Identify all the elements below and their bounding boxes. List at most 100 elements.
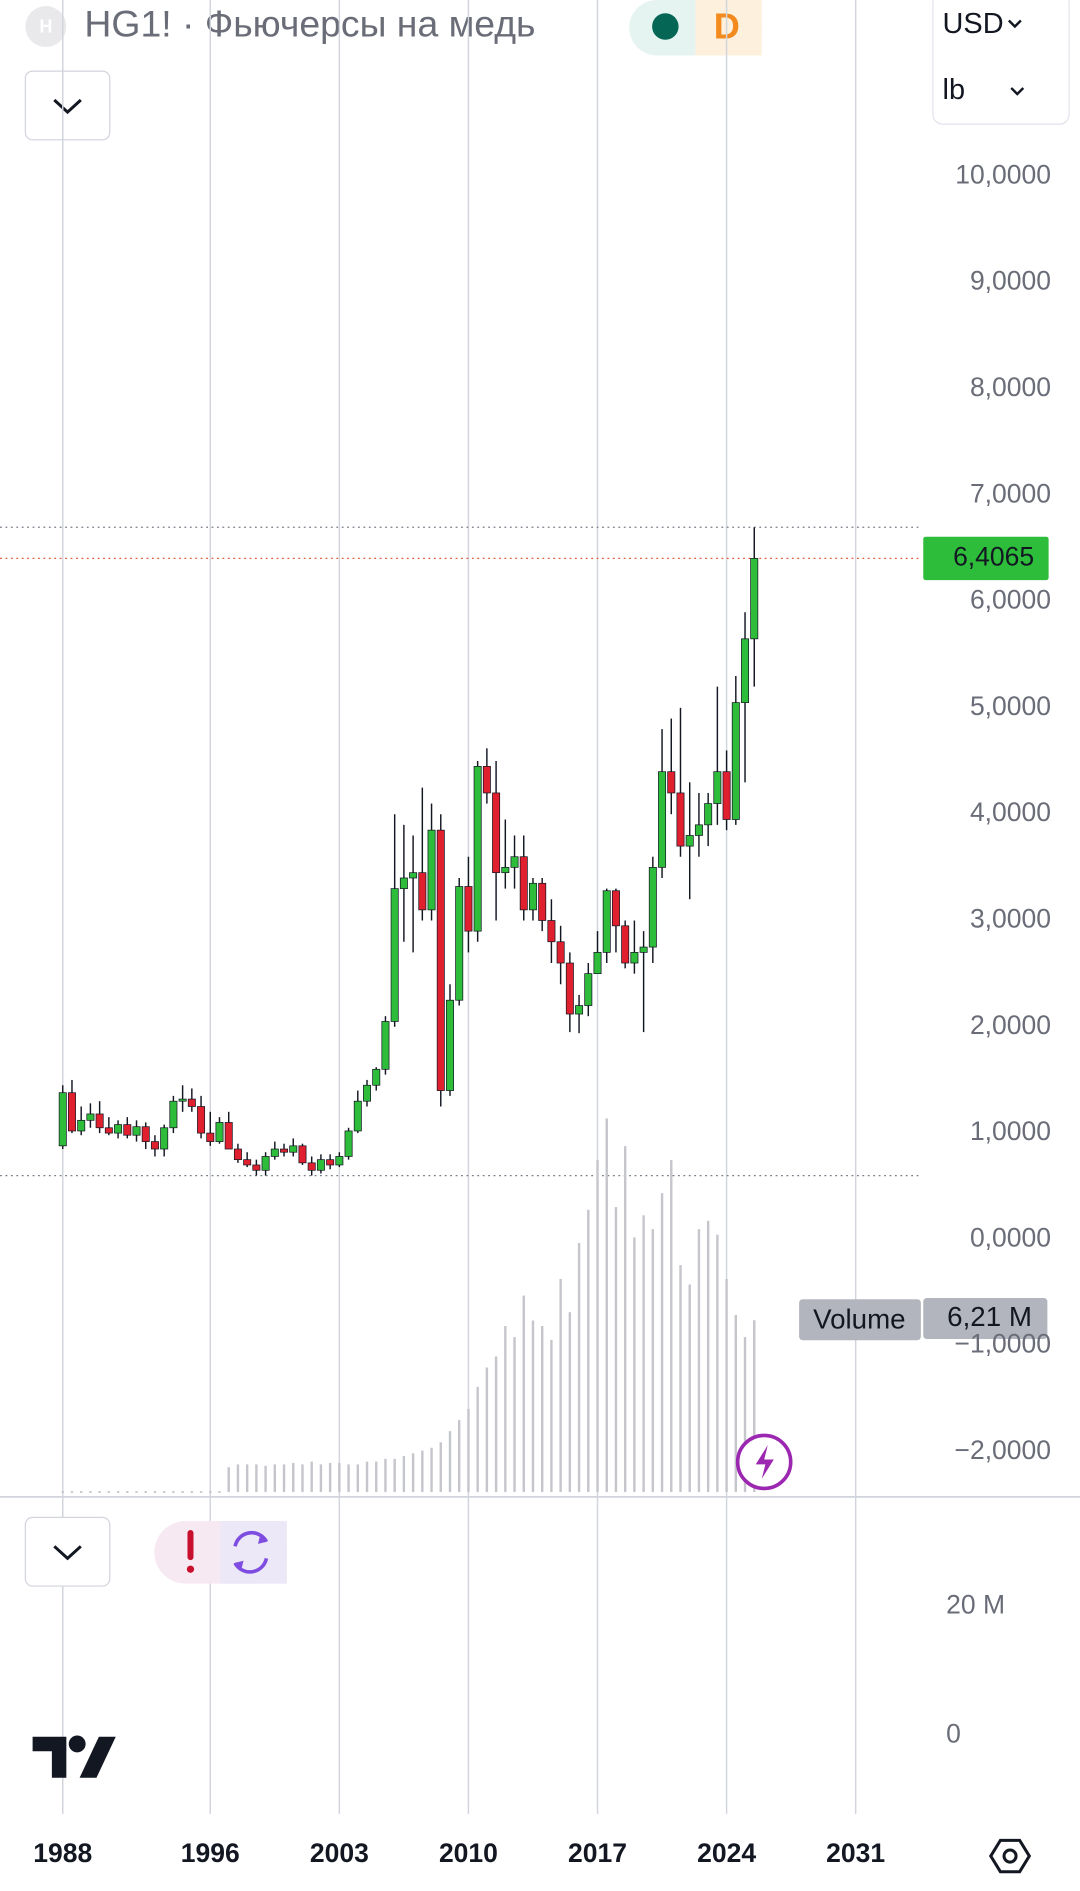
y-tick-label: 7,0000 <box>970 478 1051 508</box>
volume-bar <box>623 1146 627 1493</box>
x-tick-label: 2017 <box>568 1838 627 1868</box>
candle-body <box>114 1124 123 1134</box>
candle-body <box>492 792 501 874</box>
volume-bar <box>504 1326 507 1493</box>
candle-body <box>169 1100 178 1129</box>
volume-bar <box>734 1314 738 1493</box>
volume-bar <box>384 1458 387 1493</box>
candle-body <box>556 941 565 964</box>
volume-bar <box>605 1118 608 1493</box>
collapse-button[interactable] <box>24 1516 111 1587</box>
candle-body <box>482 766 491 794</box>
symbol-title[interactable]: HG1! · Фьючерсы на медь <box>84 2 535 44</box>
volume-bar <box>614 1207 618 1493</box>
candle-body <box>326 1159 335 1166</box>
collapse-button[interactable] <box>24 70 111 141</box>
volume-bar <box>338 1463 341 1493</box>
y-tick-label: 6,0000 <box>970 585 1051 615</box>
refresh-arrows <box>233 1534 268 1571</box>
candle-body <box>409 872 418 879</box>
candle-body <box>67 1092 76 1132</box>
candle-body <box>648 866 657 948</box>
volume-legend <box>799 1299 921 1341</box>
candle-body <box>316 1159 325 1171</box>
x-tick-label: 2024 <box>697 1838 756 1868</box>
volume-bar <box>476 1386 479 1493</box>
candle-body <box>676 792 685 847</box>
candle-body <box>722 771 731 820</box>
candle-body <box>390 888 399 1022</box>
plot <box>58 527 759 1493</box>
candle-body <box>178 1098 187 1102</box>
volume-bar <box>559 1278 562 1493</box>
volume-last-label: 6,21 M <box>947 1301 1032 1332</box>
last-price-label: 6,4065 <box>953 541 1034 571</box>
volume-bar <box>743 1337 747 1493</box>
volume-bar <box>282 1464 286 1493</box>
settings-button[interactable] <box>988 1838 1032 1874</box>
candle-body <box>363 1084 371 1102</box>
candle-body <box>713 771 722 804</box>
volume-legend-name: Volume <box>813 1303 905 1334</box>
tv-logo[interactable] <box>32 1736 67 1778</box>
candle-body <box>252 1164 261 1171</box>
y-tick-label: 1,0000 <box>970 1116 1051 1146</box>
y-tick-label: 8,0000 <box>970 372 1051 402</box>
candle-body <box>667 771 676 794</box>
candle-body <box>446 999 454 1091</box>
y-tick-label: −1,0000 <box>954 1329 1051 1359</box>
y-tick-label: 4,0000 <box>970 797 1051 827</box>
volume-bar <box>596 1159 599 1493</box>
volume-bar <box>697 1229 701 1493</box>
y-tick-label: 10,0000 <box>955 159 1051 189</box>
candle-body <box>510 856 519 868</box>
volume-tick-label: 20 M <box>946 1590 1005 1620</box>
unit-selector <box>932 0 1070 125</box>
candle-body <box>547 920 556 943</box>
volume-bar <box>531 1320 535 1493</box>
candle-body <box>741 638 750 703</box>
lightning-icon <box>755 1445 774 1479</box>
candle-body <box>224 1122 233 1150</box>
candle-body <box>538 882 547 921</box>
candle-body <box>584 973 593 1006</box>
candle-body <box>372 1068 381 1086</box>
symbol-logo[interactable] <box>25 6 67 48</box>
y-tick-label: 9,0000 <box>970 266 1051 296</box>
currency-selector[interactable]: USD <box>943 8 1004 40</box>
settings-icon-center <box>1002 1848 1018 1864</box>
volume-bar <box>706 1220 710 1493</box>
y-tick-label: 0,0000 <box>970 1222 1051 1252</box>
volume-bar <box>633 1237 636 1493</box>
volume-bar <box>688 1284 691 1493</box>
y-tick-label: 5,0000 <box>970 691 1051 721</box>
candle-body <box>501 866 510 874</box>
candle-body <box>602 890 611 953</box>
candle-body <box>298 1145 307 1164</box>
candle-body <box>197 1106 206 1134</box>
y-tick-label: 3,0000 <box>970 903 1051 933</box>
tv-logo-dot <box>68 1735 86 1753</box>
volume-bar <box>651 1229 655 1493</box>
volume-bar <box>494 1356 498 1493</box>
candle-body <box>611 890 620 927</box>
x-tick-label: 2003 <box>310 1838 369 1868</box>
candle-body <box>639 946 648 953</box>
unit-selector-value[interactable]: lb <box>943 74 966 106</box>
x-tick-label: 1988 <box>33 1838 92 1868</box>
status-pill-end <box>695 0 762 56</box>
volume-bar <box>236 1464 240 1493</box>
volume-bar <box>513 1337 516 1493</box>
volume-bar <box>448 1431 452 1493</box>
candle-body <box>381 1021 390 1070</box>
volume-bar <box>568 1312 572 1493</box>
candle-body <box>575 1005 584 1015</box>
candle-body <box>58 1092 67 1147</box>
volume-bar <box>679 1265 682 1493</box>
volume-bar <box>375 1461 378 1493</box>
volume-bar <box>356 1464 359 1493</box>
candle-body <box>519 856 528 911</box>
volume-bar <box>753 1320 756 1493</box>
candle-body <box>141 1126 150 1142</box>
